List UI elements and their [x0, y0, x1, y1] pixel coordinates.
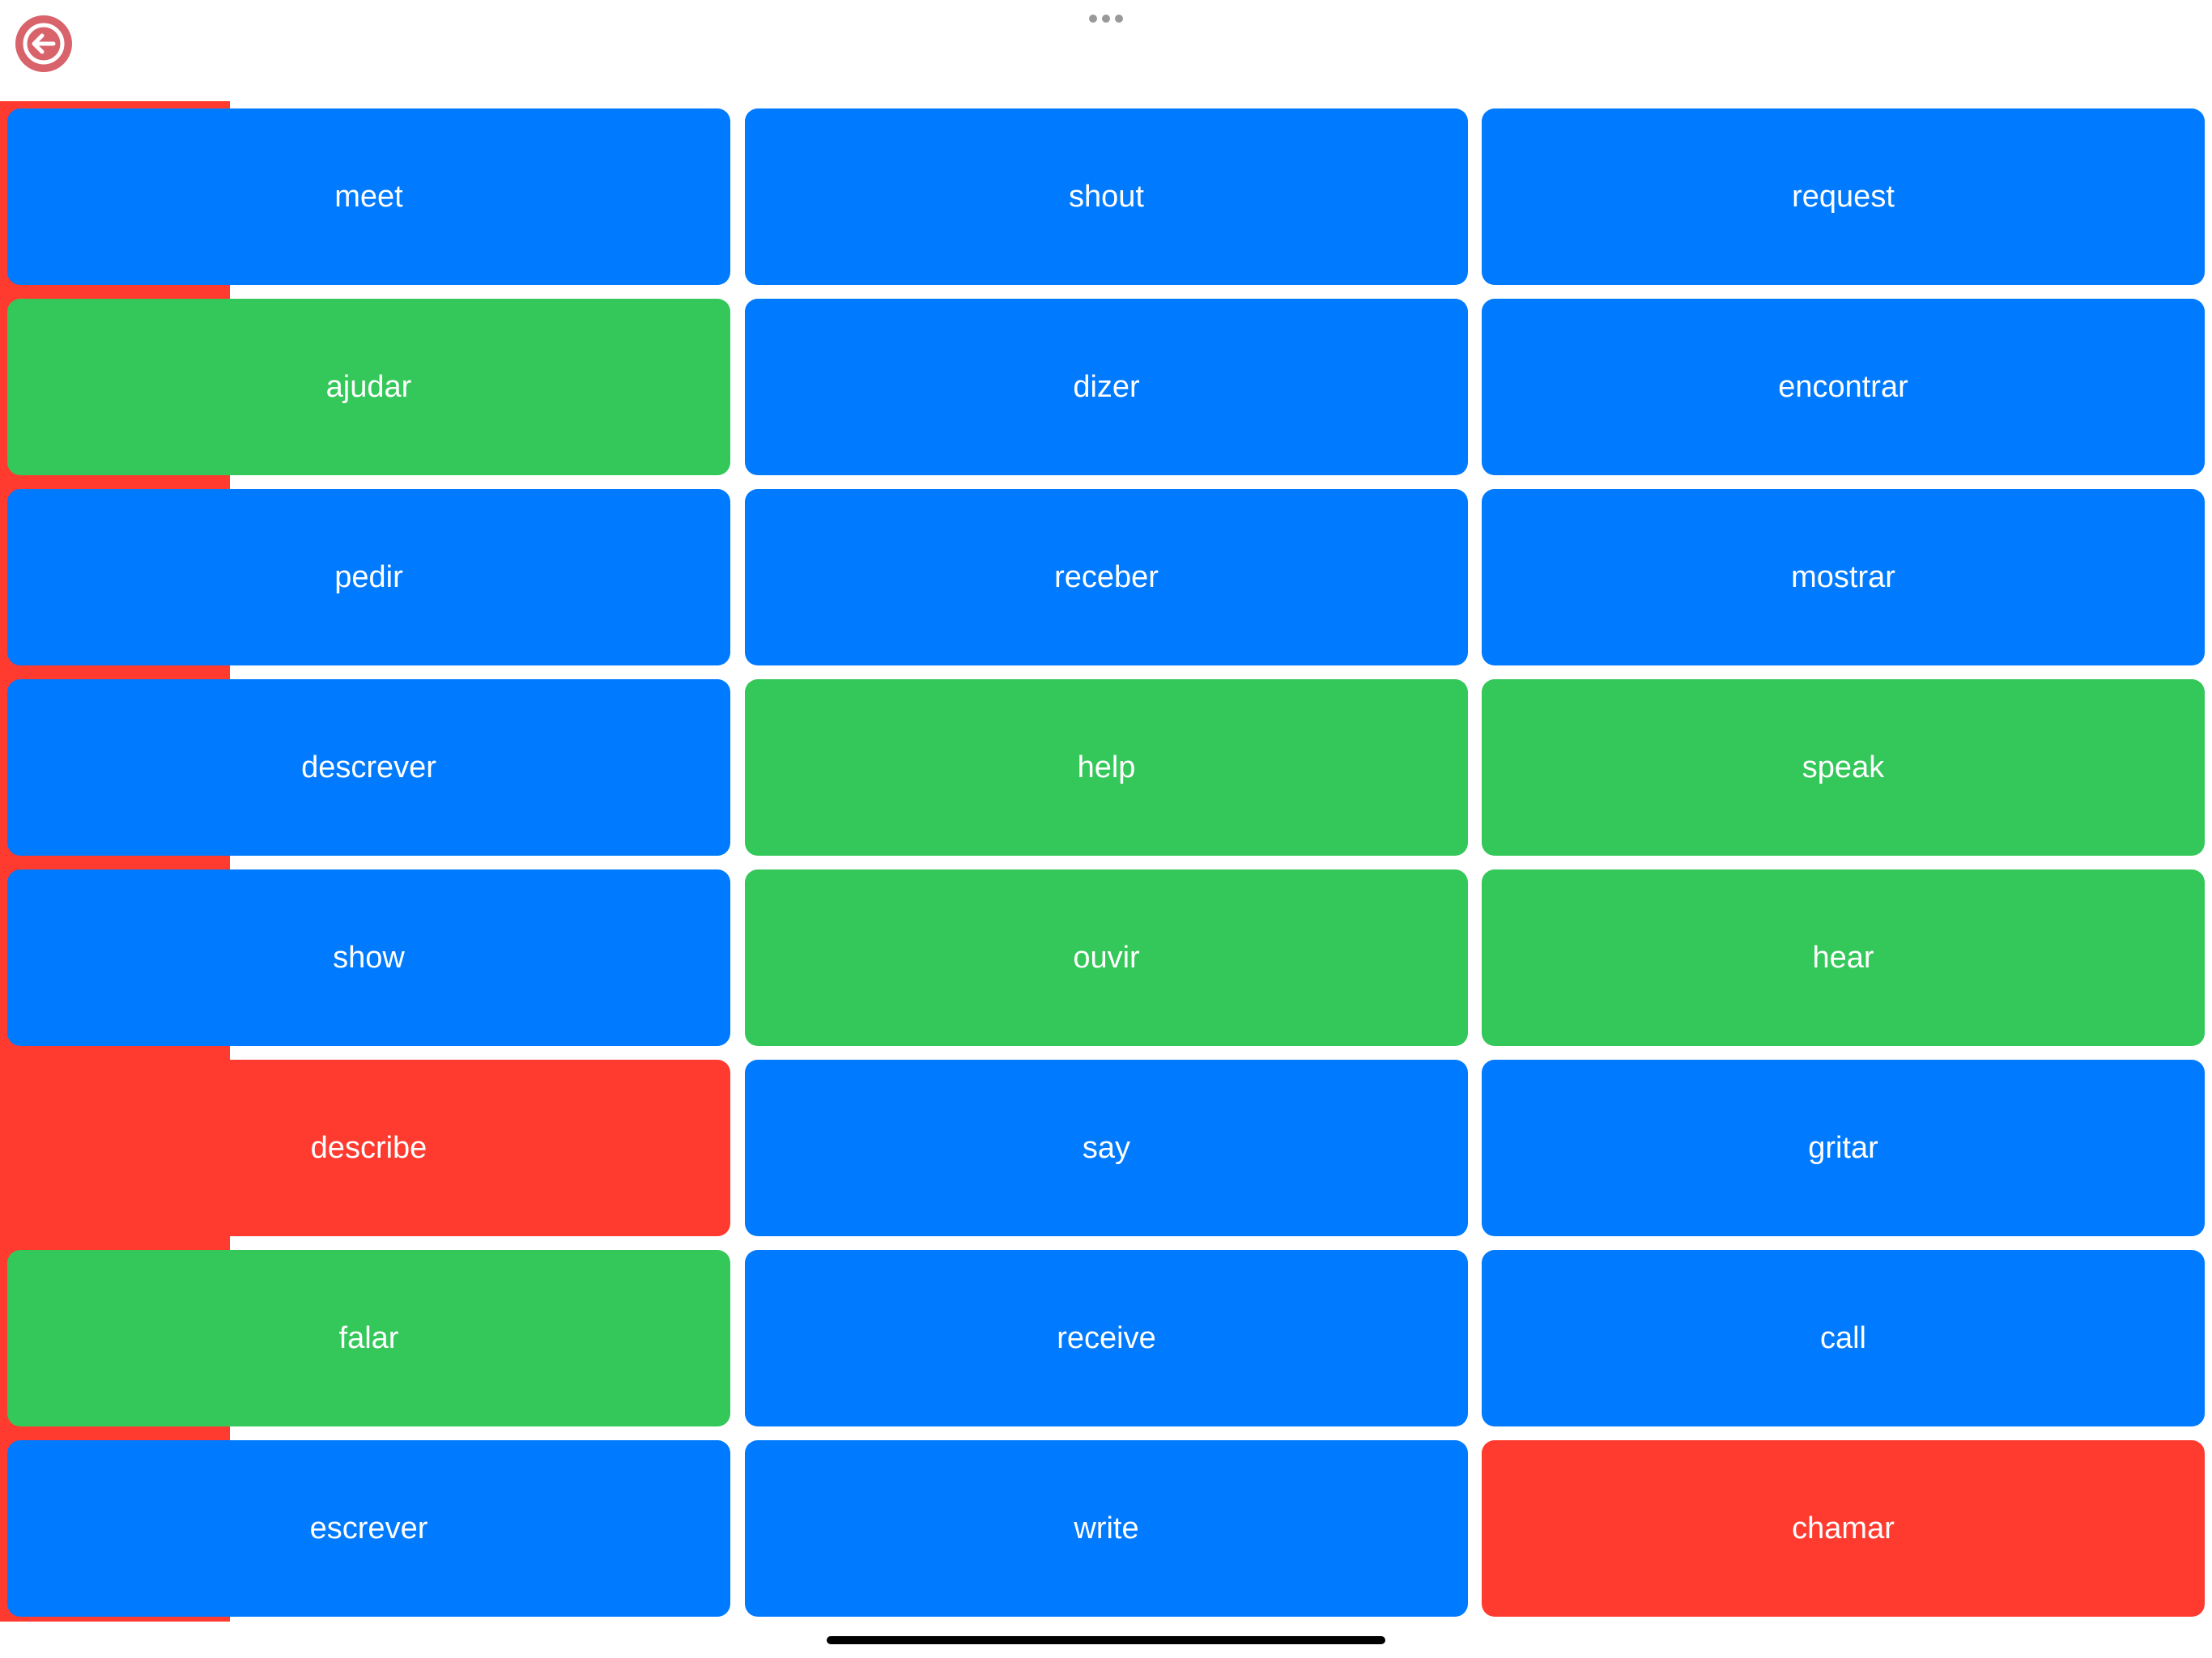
word-tile[interactable]: receber	[745, 489, 1468, 665]
back-button[interactable]	[15, 15, 72, 72]
word-tile[interactable]: show	[7, 869, 730, 1046]
word-tile[interactable]: falar	[7, 1250, 730, 1426]
word-tile[interactable]: help	[745, 679, 1468, 856]
home-indicator	[827, 1636, 1385, 1644]
back-arrow	[23, 23, 65, 65]
word-tile[interactable]: receive	[745, 1250, 1468, 1426]
word-tile[interactable]: speak	[1482, 679, 2205, 856]
word-tile[interactable]: gritar	[1482, 1060, 2205, 1236]
word-tile[interactable]: hear	[1482, 869, 2205, 1046]
word-tile[interactable]: meet	[7, 108, 730, 285]
more-menu[interactable]	[1087, 13, 1125, 24]
word-tile[interactable]: pedir	[7, 489, 730, 665]
word-tile[interactable]: describe	[7, 1060, 730, 1236]
word-tile[interactable]: request	[1482, 108, 2205, 285]
word-tile[interactable]: encontrar	[1482, 299, 2205, 475]
word-tile[interactable]: write	[745, 1440, 1468, 1617]
word-tile[interactable]: shout	[745, 108, 1468, 285]
word-tile[interactable]: ajudar	[7, 299, 730, 475]
word-tile[interactable]: chamar	[1482, 1440, 2205, 1617]
word-tile[interactable]: escrever	[7, 1440, 730, 1617]
word-tile[interactable]: say	[745, 1060, 1468, 1236]
word-tile[interactable]: dizer	[745, 299, 1468, 475]
word-tile[interactable]: ouvir	[745, 869, 1468, 1046]
word-tile[interactable]: mostrar	[1482, 489, 2205, 665]
word-tile[interactable]: descrever	[7, 679, 730, 856]
word-tile[interactable]: call	[1482, 1250, 2205, 1426]
